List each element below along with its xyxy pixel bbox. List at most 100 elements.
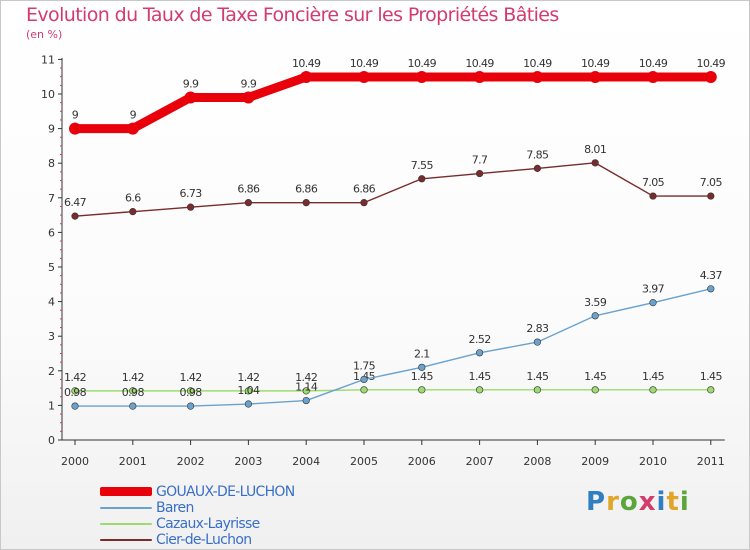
y-tick-label: 9 bbox=[48, 123, 55, 136]
point-cazaux bbox=[533, 386, 542, 394]
data-label-baren: 4.37 bbox=[700, 269, 723, 282]
data-label-cier: 6.86 bbox=[237, 183, 260, 196]
data-label-gouaux: 10.49 bbox=[697, 57, 726, 70]
data-label-cazaux: 1.42 bbox=[237, 371, 259, 384]
data-label-gouaux: 9.9 bbox=[241, 77, 257, 90]
point-cier bbox=[707, 192, 715, 200]
data-label-gouaux: 10.49 bbox=[639, 57, 668, 70]
y-tick-label: 0 bbox=[48, 434, 55, 447]
data-label-cazaux: 1.45 bbox=[700, 370, 723, 383]
point-cazaux bbox=[707, 386, 715, 394]
point-gouaux bbox=[647, 71, 659, 84]
x-tick-label: 2002 bbox=[177, 455, 205, 468]
y-tick-label: 7 bbox=[48, 192, 55, 205]
data-label-gouaux: 10.49 bbox=[292, 57, 321, 70]
y-tick-label: 3 bbox=[48, 330, 55, 343]
point-cier bbox=[591, 159, 599, 167]
data-label-baren: 2.83 bbox=[526, 322, 549, 335]
data-label-cier: 7.05 bbox=[700, 176, 723, 189]
x-tick-label: 2005 bbox=[350, 455, 378, 468]
data-label-cazaux: 1.45 bbox=[411, 370, 434, 383]
point-gouaux bbox=[358, 71, 370, 84]
point-baren bbox=[360, 375, 368, 384]
legend-label-gouaux: GOUAUX-DE-LUCHON bbox=[156, 484, 295, 500]
point-cier bbox=[129, 208, 137, 216]
data-label-baren: 1.14 bbox=[295, 381, 318, 394]
point-cazaux bbox=[129, 387, 137, 395]
y-tick-label: 6 bbox=[48, 226, 55, 239]
data-label-gouaux: 10.49 bbox=[581, 57, 610, 70]
point-cazaux bbox=[302, 387, 310, 395]
y-tick-label: 11 bbox=[41, 53, 55, 66]
x-tick-label: 2008 bbox=[523, 455, 551, 468]
series-line-cazaux bbox=[75, 389, 711, 392]
series-line-cier bbox=[74, 162, 711, 217]
data-label-baren: 3.97 bbox=[642, 283, 665, 296]
point-baren bbox=[707, 285, 715, 293]
data-label-gouaux: 10.49 bbox=[465, 57, 494, 70]
point-gouaux bbox=[589, 71, 602, 84]
point-gouaux bbox=[242, 91, 255, 104]
x-tick-label: 2009 bbox=[581, 455, 609, 468]
point-baren bbox=[244, 400, 252, 408]
point-baren bbox=[302, 396, 310, 405]
point-gouaux bbox=[415, 71, 428, 84]
point-baren bbox=[533, 338, 542, 346]
chart-subtitle: (en %) bbox=[26, 28, 63, 41]
point-baren bbox=[649, 299, 657, 307]
legend-label-cier: Cier-de-Luchon bbox=[156, 532, 252, 548]
x-tick-label: 2001 bbox=[119, 455, 147, 468]
data-label-baren: 3.59 bbox=[584, 296, 607, 309]
data-label-cazaux: 1.45 bbox=[469, 370, 492, 383]
point-baren bbox=[591, 312, 599, 320]
data-label-gouaux: 10.49 bbox=[523, 57, 552, 70]
data-label-baren: 1.04 bbox=[237, 384, 260, 397]
x-tick-label: 2004 bbox=[292, 455, 320, 468]
point-gouaux bbox=[531, 71, 544, 84]
y-tick-label: 10 bbox=[41, 88, 55, 101]
x-tick-label: 2000 bbox=[61, 455, 89, 468]
legend-swatch-baren bbox=[100, 507, 152, 509]
data-label-baren: 0.98 bbox=[180, 386, 203, 399]
x-tick-label: 2003 bbox=[234, 455, 262, 468]
legend-swatch-cier bbox=[100, 539, 152, 541]
point-gouaux bbox=[473, 71, 486, 84]
data-label-cier: 7.85 bbox=[526, 148, 549, 161]
point-cier bbox=[418, 175, 426, 183]
data-label-gouaux: 9 bbox=[130, 109, 137, 122]
data-label-gouaux: 10.49 bbox=[350, 57, 379, 70]
data-label-cier: 6.86 bbox=[295, 183, 318, 196]
chart-title: Evolution du Taux de Taxe Foncière sur l… bbox=[26, 4, 559, 26]
point-gouaux bbox=[126, 122, 139, 135]
point-baren bbox=[129, 402, 137, 410]
data-label-cazaux: 1.42 bbox=[122, 371, 144, 384]
point-cazaux bbox=[649, 386, 657, 394]
data-label-cier: 7.7 bbox=[472, 154, 488, 167]
y-tick-label: 5 bbox=[48, 261, 55, 274]
legend-swatch-cazaux bbox=[100, 523, 152, 525]
data-label-baren: 1.75 bbox=[353, 359, 376, 372]
point-gouaux bbox=[69, 122, 81, 135]
x-tick-label: 2006 bbox=[408, 455, 436, 468]
point-baren bbox=[418, 363, 426, 371]
data-label-gouaux: 9.9 bbox=[183, 77, 199, 90]
point-baren bbox=[71, 402, 79, 410]
point-cazaux bbox=[476, 386, 484, 394]
point-cier bbox=[244, 199, 252, 207]
data-label-baren: 2.1 bbox=[414, 347, 430, 360]
point-cier bbox=[649, 192, 657, 200]
point-cier bbox=[71, 212, 79, 220]
point-cier bbox=[187, 203, 195, 211]
data-label-cier: 6.47 bbox=[64, 196, 87, 209]
data-label-cier: 6.73 bbox=[180, 187, 203, 200]
data-label-cier: 6.6 bbox=[125, 192, 141, 205]
point-cazaux bbox=[360, 386, 368, 394]
series-line-gouaux bbox=[75, 72, 711, 134]
data-label-cier: 6.86 bbox=[353, 183, 376, 196]
y-tick-label: 2 bbox=[48, 365, 55, 378]
point-baren bbox=[187, 402, 195, 410]
data-label-cazaux: 1.45 bbox=[642, 370, 665, 383]
y-tick-label: 8 bbox=[48, 157, 55, 170]
